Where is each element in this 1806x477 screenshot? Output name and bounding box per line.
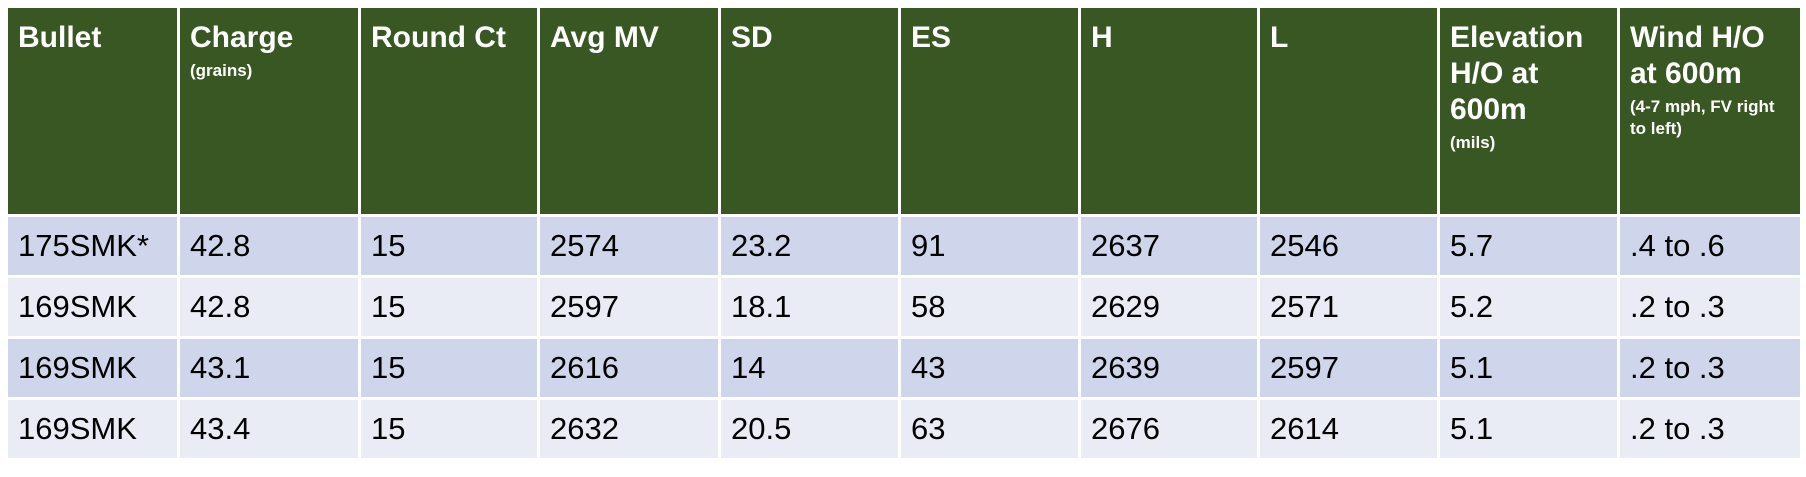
table-row: 175SMK* 42.8 15 2574 23.2 91 2637 2546 5.7.4 to … [8, 217, 1800, 278]
table-cell: 14 [721, 339, 901, 400]
table-cell: .4 to .6 [1620, 217, 1800, 278]
table-cell: 42.8 [180, 278, 361, 339]
table-cell: 2629 [1081, 278, 1260, 339]
column-label: Avg MV [550, 21, 659, 54]
table-cell: 43.4 [180, 400, 361, 461]
table-cell: 169SMK [8, 339, 180, 400]
column-header: Bullet [8, 8, 180, 217]
column-sublabel: (mils) [1450, 133, 1496, 152]
table-cell: 2616 [540, 339, 721, 400]
table-cell: 175SMK* [8, 217, 180, 278]
table-cell: 5.1 [1440, 339, 1620, 400]
table-cell: 63 [901, 400, 1081, 461]
table-cell: 2676 [1081, 400, 1260, 461]
column-header: Elevation H/O at 600m (mils) [1440, 8, 1620, 217]
column-label: Bullet [18, 21, 102, 54]
column-label: Elevation H/O at 600m [1450, 21, 1584, 126]
table-cell: 2637 [1081, 217, 1260, 278]
table-row: 169SMK 42.8 15 2597 18.1 58 2629 2571 5.2.2 to .… [8, 278, 1800, 339]
table-cell: 169SMK [8, 278, 180, 339]
column-label: Charge [190, 21, 294, 54]
column-header: L [1260, 8, 1440, 217]
column-label: H [1091, 21, 1113, 54]
column-header: Wind H/O at 600m (4-7 mph, FV right to le… [1620, 8, 1800, 217]
table-body: 175SMK* 42.8 15 2574 23.2 91 2637 2546 5.7.4 to … [8, 217, 1800, 461]
table-wrapper: Bullet Charge (grains) Round Ct Avg MV SD ES H L… [8, 8, 1800, 461]
table-cell: 2597 [1260, 339, 1440, 400]
table-cell: 43.1 [180, 339, 361, 400]
table-cell: .2 to .3 [1620, 278, 1800, 339]
table-cell: 91 [901, 217, 1081, 278]
table-cell: 5.7 [1440, 217, 1620, 278]
column-header: H [1081, 8, 1260, 217]
column-label: SD [731, 21, 773, 54]
column-header: Charge (grains) [180, 8, 361, 217]
table-cell: 23.2 [721, 217, 901, 278]
table-cell: 5.1 [1440, 400, 1620, 461]
table-cell: 15 [361, 400, 540, 461]
column-label: Wind H/O at 600m [1630, 21, 1765, 90]
column-header: Avg MV [540, 8, 721, 217]
table-cell: .2 to .3 [1620, 339, 1800, 400]
table-cell: 2632 [540, 400, 721, 461]
column-label: L [1270, 21, 1289, 54]
table-cell: 2614 [1260, 400, 1440, 461]
column-header: ES [901, 8, 1081, 217]
header-row: Bullet Charge (grains) Round Ct Avg MV SD ES H L… [8, 8, 1800, 217]
column-header: SD [721, 8, 901, 217]
table-cell: 58 [901, 278, 1081, 339]
table-cell: 169SMK [8, 400, 180, 461]
column-label: ES [911, 21, 952, 54]
column-sublabel: (4-7 mph, FV right to left) [1630, 97, 1775, 138]
column-sublabel: (grains) [190, 61, 253, 80]
table-cell: 18.1 [721, 278, 901, 339]
table-cell: 42.8 [180, 217, 361, 278]
table-cell: 15 [361, 217, 540, 278]
table-cell: .2 to .3 [1620, 400, 1800, 461]
table-cell: 2571 [1260, 278, 1440, 339]
data-table: Bullet Charge (grains) Round Ct Avg MV SD ES H L… [8, 8, 1800, 461]
table-row: 169SMK 43.1 15 2616 14 43 2639 2597 5.1.2 to .3 [8, 339, 1800, 400]
table-cell: 20.5 [721, 400, 901, 461]
table-cell: 2597 [540, 278, 721, 339]
column-label: Round Ct [371, 21, 506, 54]
table-cell: 43 [901, 339, 1081, 400]
table-cell: 2546 [1260, 217, 1440, 278]
table-cell: 5.2 [1440, 278, 1620, 339]
table-cell: 2574 [540, 217, 721, 278]
table-cell: 15 [361, 278, 540, 339]
table-cell: 15 [361, 339, 540, 400]
table-row: 169SMK 43.4 15 2632 20.5 63 2676 2614 5.1.2 to .… [8, 400, 1800, 461]
column-header: Round Ct [361, 8, 540, 217]
table-cell: 2639 [1081, 339, 1260, 400]
